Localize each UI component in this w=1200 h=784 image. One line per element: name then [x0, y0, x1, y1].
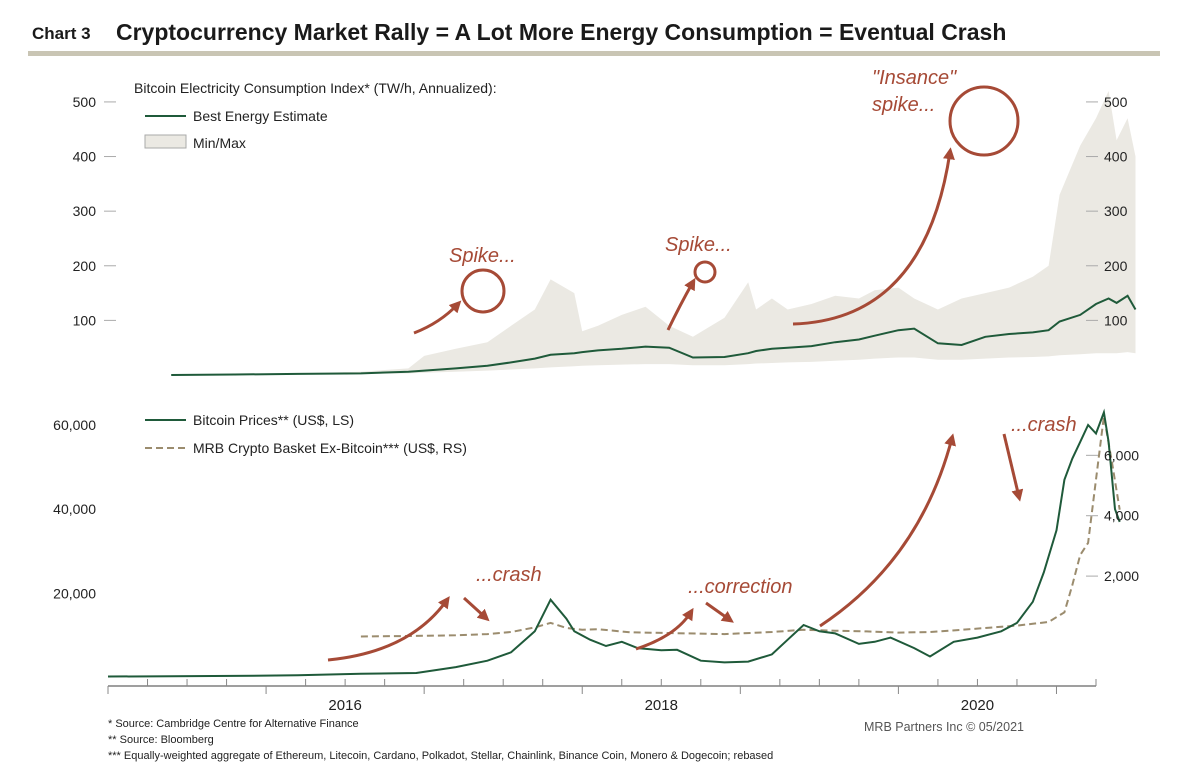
- x-tick-label: 2016: [328, 697, 361, 714]
- top-ytick-left-label: 200: [73, 258, 97, 274]
- legend-bitcoin-label: Bitcoin Prices** (US$, LS): [193, 412, 354, 428]
- top-ytick-left-label: 100: [73, 312, 97, 328]
- bottom-ytick-left-label: 20,000: [53, 585, 96, 601]
- bottom-ytick-left-label: 60,000: [53, 417, 96, 433]
- chart-header: Chart 3 Cryptocurrency Market Rally = A …: [28, 18, 1160, 52]
- insane-spike-circle: [948, 85, 1020, 157]
- rally-arrow-2017: [327, 596, 450, 662]
- x-tick-label: 2018: [645, 697, 678, 714]
- bottom-ytick-right-label: 2,000: [1104, 568, 1139, 584]
- bottom-ytick-right-label: 4,000: [1104, 508, 1139, 524]
- crypto-basket-line: [360, 415, 1121, 638]
- insane-spike-arrow: [792, 147, 955, 326]
- bitcoin-price-line: [107, 408, 1121, 678]
- top-ytick-left-label: 500: [73, 94, 97, 110]
- legend-minmax-label: Min/Max: [193, 135, 246, 151]
- spike-circle-2019: [693, 260, 717, 284]
- spike-annotation-2017: Spike...: [449, 245, 516, 267]
- energy-best-estimate-line: [171, 294, 1137, 376]
- top-ytick-left-label: 300: [73, 203, 97, 219]
- top-ytick-right-label: 400: [1104, 149, 1128, 165]
- footnote-2: ** Source: Bloomberg: [108, 734, 214, 746]
- correction-annotation-2019: ...correction: [688, 576, 792, 598]
- top-panel-title: Bitcoin Electricity Consumption Index* (…: [134, 80, 497, 96]
- crash-annotation-2018: ...crash: [476, 564, 542, 586]
- correction-arrow-2019: [705, 601, 734, 623]
- top-ytick-right-label: 200: [1104, 258, 1128, 274]
- footnote-3: *** Equally-weighted aggregate of Ethere…: [108, 750, 774, 762]
- insane-spike-annotation-line2: spike...: [872, 94, 935, 116]
- spike-annotation-2019: Spike...: [665, 234, 732, 256]
- bottom-ytick-right-label: 6,000: [1104, 447, 1139, 463]
- chart-title: Cryptocurrency Market Rally = A Lot More…: [116, 19, 1007, 45]
- top-ytick-right-label: 500: [1104, 94, 1128, 110]
- top-ytick-right-label: 300: [1104, 203, 1128, 219]
- minmax-area: [171, 91, 1136, 375]
- spike-arrow-2017: [413, 300, 462, 335]
- insane-spike-annotation-line1: "Insance": [872, 67, 957, 89]
- legend-minmax-swatch: [144, 134, 187, 149]
- crash-annotation-2021: ...crash: [1011, 414, 1077, 436]
- chart-number: Chart 3: [32, 24, 91, 43]
- top-ytick-right-label: 100: [1104, 312, 1128, 328]
- footnote-1: * Source: Cambridge Centre for Alternati…: [108, 718, 359, 730]
- header-rule: [28, 51, 1160, 56]
- bottom-ytick-left-label: 40,000: [53, 501, 96, 517]
- legend-best-energy-label: Best Energy Estimate: [193, 108, 328, 124]
- credit-line: MRB Partners Inc © 05/2021: [864, 720, 1024, 734]
- top-ytick-left-label: 400: [73, 149, 97, 165]
- rally-arrow-2020: [819, 433, 956, 628]
- spike-arrow-2019: [666, 277, 696, 331]
- legend-basket-label: MRB Crypto Basket Ex-Bitcoin*** (US$, RS…: [193, 440, 467, 456]
- crash-arrow-2018: [462, 596, 490, 622]
- x-tick-label: 2020: [961, 697, 994, 714]
- crash-arrow-2021: [1002, 433, 1024, 502]
- rally-arrow-2019: [635, 607, 694, 651]
- spike-circle-2017: [460, 268, 506, 314]
